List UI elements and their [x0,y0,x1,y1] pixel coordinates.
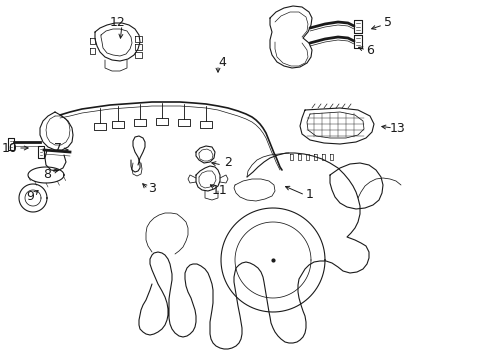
Text: 11: 11 [212,184,227,197]
Text: 6: 6 [366,44,373,57]
Text: 13: 13 [389,122,405,135]
Text: 4: 4 [218,55,225,68]
Text: 9: 9 [26,189,34,202]
Text: 8: 8 [43,167,51,180]
Text: 3: 3 [148,183,156,195]
Text: 5: 5 [383,15,391,28]
Text: 2: 2 [224,157,231,170]
Text: 10: 10 [2,141,18,154]
Text: 7: 7 [54,141,62,154]
Text: 12: 12 [110,15,125,28]
Text: 1: 1 [305,189,313,202]
